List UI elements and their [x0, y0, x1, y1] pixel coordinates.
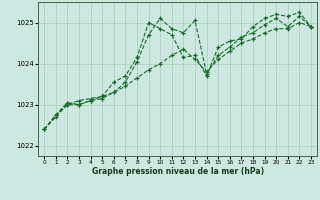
X-axis label: Graphe pression niveau de la mer (hPa): Graphe pression niveau de la mer (hPa) [92, 167, 264, 176]
